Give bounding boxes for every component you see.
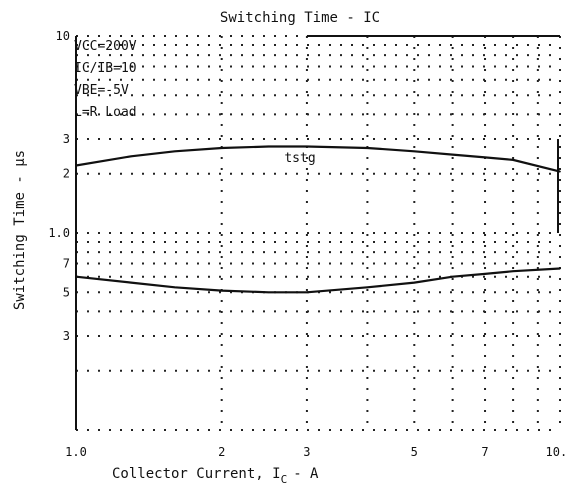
series-2-point <box>173 286 176 289</box>
y-tick-label: 1.0 <box>48 226 70 240</box>
condition-vcc: VCC=200V <box>74 39 137 54</box>
series-2-point <box>366 286 369 289</box>
x-tick-label: 7 <box>481 445 488 459</box>
series-2-point <box>413 281 416 284</box>
x-tick-label: 5 <box>411 445 418 459</box>
series-1-point <box>451 153 454 156</box>
x-tick-label: 10.0 <box>546 445 566 459</box>
grid-lines <box>75 35 561 431</box>
series-2-point <box>559 267 561 270</box>
series-1-point <box>173 150 176 153</box>
chart-title: Switching Time - IC <box>220 10 380 26</box>
y-tick-label: 5 <box>63 285 70 299</box>
y-tick-label: 2 <box>63 167 70 181</box>
series-2-point <box>484 273 486 275</box>
x-axis-label: Collector Current, IC - A <box>112 466 319 486</box>
y-tick-labels: 10 3 2 1.0 7 5 3 <box>48 29 70 343</box>
y-tick-label: 3 <box>63 132 70 146</box>
series-2-point <box>451 275 454 278</box>
condition-ic-ib: IC/IB=10 <box>74 61 137 76</box>
series-1-point <box>130 155 132 158</box>
x-tick-labels: 1.0 2 3 5 7 10.0 <box>65 445 566 459</box>
x-tick-label: 1.0 <box>65 445 87 459</box>
series-2-point <box>220 289 223 292</box>
series-1-point <box>220 147 223 149</box>
x-tick-label: 3 <box>303 445 310 459</box>
series-2-point <box>306 291 308 294</box>
condition-load: L=R Load <box>74 105 137 120</box>
curves <box>75 145 561 294</box>
plot-frame <box>75 35 560 430</box>
series-1-point <box>306 145 308 148</box>
series-2-point <box>130 281 132 284</box>
x-tick-label: 2 <box>218 445 225 459</box>
y-tick-label: 3 <box>63 329 70 343</box>
series-1-point <box>559 170 561 173</box>
series-line-1 <box>75 145 561 173</box>
y-tick-label: 7 <box>63 257 70 271</box>
series-2-point <box>267 291 270 294</box>
series-2-point <box>512 270 514 272</box>
series-1-point <box>512 159 514 161</box>
y-axis-label: Switching Time - μs <box>12 150 28 310</box>
series-1-point <box>267 145 270 148</box>
series-1-point <box>484 156 486 159</box>
series-label-tstg: tstg <box>284 151 315 166</box>
series-1-point <box>75 164 77 167</box>
condition-vbe: VBE=-5V <box>74 83 129 98</box>
series-2-point <box>75 275 77 278</box>
series-1-point <box>366 147 369 149</box>
series-1-point <box>413 150 416 153</box>
y-tick-label: 10 <box>56 29 70 43</box>
series-line-2 <box>75 267 561 294</box>
